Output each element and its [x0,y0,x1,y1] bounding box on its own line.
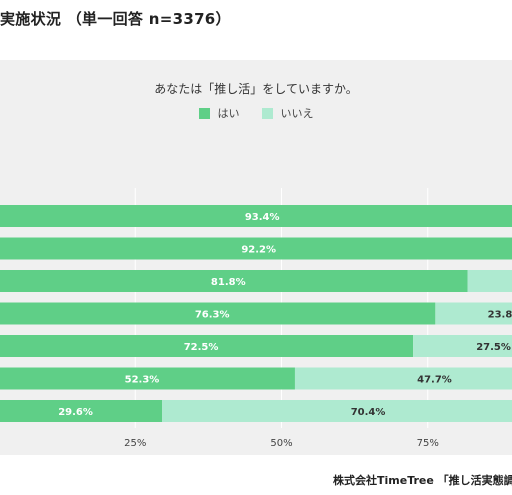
bar-no-4 [413,335,512,357]
x-tick-label-75: 75% [417,438,439,449]
data-label-no-3: 23.8% [488,310,512,321]
source-credit: 株式会社TimeTree 「推し活実態調 [333,474,512,487]
data-label-no-6: 70.4% [351,407,386,418]
legend-swatch-no [261,107,273,119]
bar-yes-5 [0,367,295,390]
legend-label-yes: はい [217,107,240,120]
legend-label-no: いいえ [280,107,314,120]
legend-item-no: いいえ [261,105,314,121]
bar-no-3 [435,302,512,325]
chart-title: あなたは「推し活」をしていますか。 [154,82,358,96]
bar-yes-0 [0,205,512,227]
chart-legend: はい いいえ [0,105,512,121]
x-tick-label-25: 25% [124,438,146,449]
bar-yes-6 [0,400,163,422]
data-label-yes-2: 81.8% [211,277,246,288]
data-label-yes-3: 76.3% [195,310,230,321]
data-label-no-4: 27.5% [476,342,511,353]
bar-no-6 [162,400,512,422]
data-label-yes-1: 92.2% [241,245,276,256]
bar-no-5 [294,367,512,390]
data-label-yes-4: 72.5% [184,342,219,353]
page-title: 実施状況 （単一回答 n=3376） [0,10,231,28]
x-tick-label-50: 50% [270,438,292,449]
data-label-no-5: 47.7% [417,375,452,386]
legend-item-yes: はい [198,105,240,121]
bar-yes-4 [0,335,414,357]
bar-yes-2 [0,270,468,292]
bar-no-2 [467,270,512,292]
data-label-yes-6: 29.6% [58,407,93,418]
legend-swatch-yes [198,107,210,119]
data-label-yes-5: 52.3% [125,375,160,386]
bar-yes-3 [0,302,436,325]
data-label-yes-0: 93.4% [245,212,280,223]
bar-yes-1 [0,237,512,260]
